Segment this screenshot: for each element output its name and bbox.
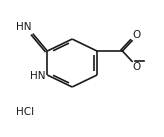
- Text: O: O: [133, 30, 141, 40]
- Text: O: O: [133, 62, 141, 72]
- Text: HN: HN: [30, 71, 45, 81]
- Text: HN: HN: [16, 22, 32, 32]
- Text: HCl: HCl: [16, 107, 35, 117]
